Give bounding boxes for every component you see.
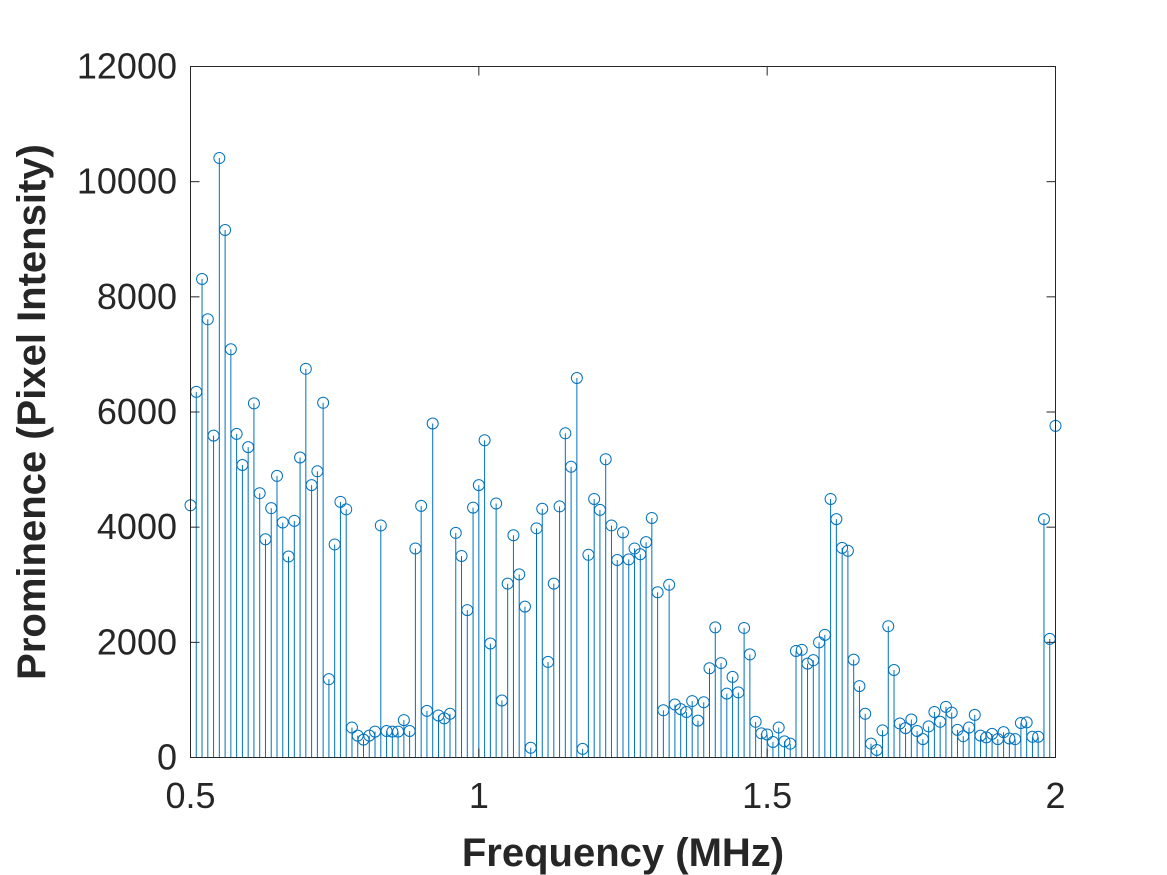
stem-marker xyxy=(847,653,860,666)
stem-marker xyxy=(397,714,410,727)
stem-marker xyxy=(449,526,462,539)
stem-marker xyxy=(196,272,209,285)
stem-marker xyxy=(334,495,347,508)
y-tick-label: 8000 xyxy=(97,276,177,317)
stem-marker xyxy=(219,224,232,237)
stem-marker xyxy=(726,670,739,683)
stem-series xyxy=(184,152,1062,758)
stem-marker xyxy=(1003,732,1016,745)
stem-marker xyxy=(674,703,687,716)
stem-marker xyxy=(570,372,583,385)
stem-marker xyxy=(928,706,941,719)
stem-marker xyxy=(778,735,791,748)
stem-marker xyxy=(974,729,987,742)
stem-marker xyxy=(518,600,531,613)
stem-marker xyxy=(617,526,629,539)
y-tick-label: 10000 xyxy=(77,161,177,202)
stem-marker xyxy=(345,721,358,734)
axis-ticks xyxy=(190,66,1056,758)
stem-marker xyxy=(841,544,854,557)
stem-marker xyxy=(968,708,981,721)
stem-marker xyxy=(559,427,572,440)
stem-marker xyxy=(513,568,526,581)
stem-marker xyxy=(888,663,901,676)
stem-marker xyxy=(588,492,601,505)
stem-marker xyxy=(663,578,676,591)
x-tick-label: 0.5 xyxy=(165,775,215,816)
stem-marker xyxy=(709,621,722,634)
x-axis-title: Frequency (MHz) xyxy=(462,831,784,875)
stem-marker xyxy=(490,497,503,510)
y-tick-label: 0 xyxy=(157,737,177,778)
stem-marker xyxy=(824,492,837,505)
y-tick-labels: 0 2000 4000 6000 8000 10000 12000 xyxy=(77,46,177,778)
stem-marker xyxy=(271,469,283,482)
stem-marker xyxy=(253,487,266,500)
stem-marker xyxy=(247,397,260,410)
stem-marker xyxy=(836,541,849,554)
stem-marker xyxy=(299,362,312,375)
stem-marker xyxy=(340,503,353,516)
stem-marker xyxy=(686,695,699,708)
x-tick-label: 2 xyxy=(1045,775,1065,816)
stem-marker xyxy=(415,499,428,512)
stem-marker xyxy=(772,721,785,734)
stem-marker xyxy=(380,725,393,738)
stem-marker xyxy=(374,519,387,532)
y-tick-label: 2000 xyxy=(97,621,177,662)
y-tick-label: 4000 xyxy=(97,506,177,547)
y-tick-label: 12000 xyxy=(77,46,177,87)
stem-marker xyxy=(478,434,491,447)
y-axis-title: Prominence (Pixel Intensity) xyxy=(10,144,54,680)
stem-marker xyxy=(213,152,226,165)
x-tick-label: 1 xyxy=(469,775,489,816)
stem-marker xyxy=(911,725,924,738)
stem-marker xyxy=(432,709,445,722)
y-tick-label: 6000 xyxy=(97,391,177,432)
stem-marker xyxy=(1020,716,1033,729)
stem-marker xyxy=(455,549,468,562)
x-tick-labels: 0.5 1 1.5 2 xyxy=(165,775,1065,816)
stem-marker xyxy=(1037,513,1050,526)
stem-marker xyxy=(317,396,330,409)
x-tick-label: 1.5 xyxy=(742,775,792,816)
stem-marker xyxy=(882,620,895,633)
stem-marker xyxy=(743,648,756,661)
stem-marker xyxy=(507,529,520,542)
stem-marker xyxy=(738,621,751,634)
stem-marker xyxy=(755,727,768,740)
stem-marker xyxy=(651,586,664,599)
stem-marker xyxy=(830,513,843,526)
stem-marker xyxy=(599,453,612,466)
stem-marker xyxy=(645,511,658,524)
stem-marker xyxy=(859,707,872,720)
stem-marker xyxy=(276,516,289,529)
stem-marker xyxy=(795,643,808,656)
stem-marker xyxy=(536,502,549,515)
stem-marker xyxy=(761,728,774,741)
stem-marker xyxy=(715,657,728,670)
stem-marker xyxy=(230,427,243,440)
stem-marker xyxy=(749,715,762,728)
stem-marker xyxy=(426,417,439,430)
stem-marker xyxy=(605,519,618,532)
stem-marker xyxy=(905,713,918,726)
stem-marker xyxy=(853,680,866,693)
stem-marker xyxy=(201,313,214,326)
stem-marker xyxy=(224,343,237,356)
stem-marker xyxy=(945,706,958,719)
